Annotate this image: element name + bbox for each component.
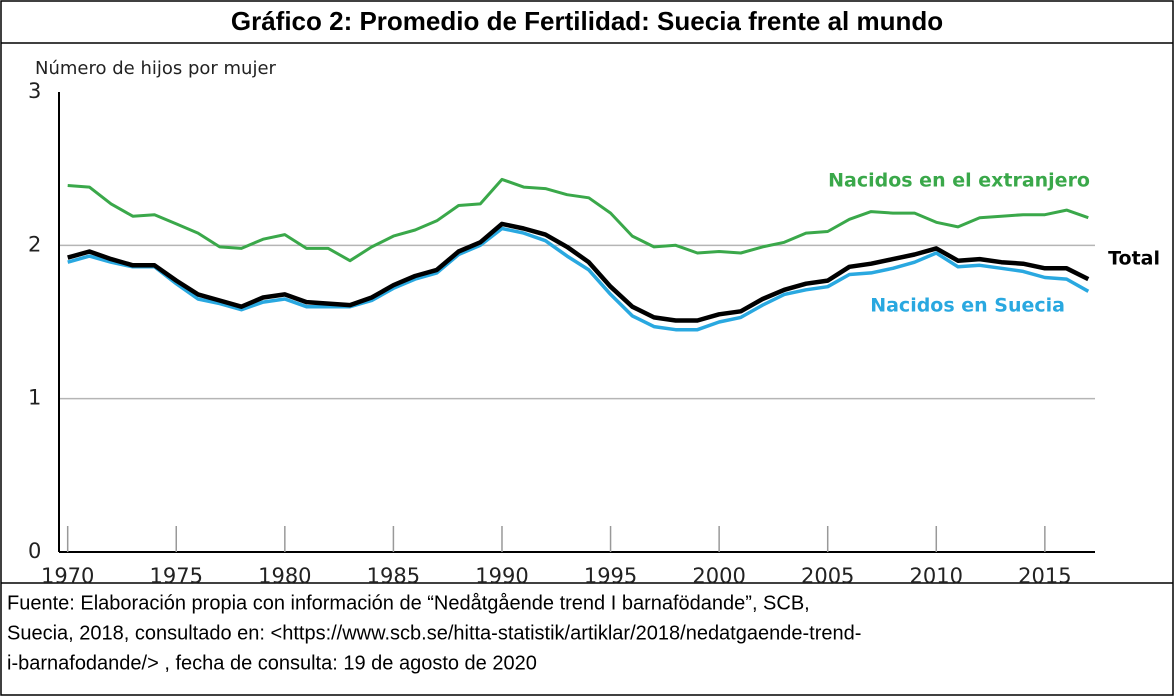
- series-line: [67, 177, 1089, 263]
- y-tick-label: 2: [28, 232, 41, 256]
- x-tick-label: 1995: [584, 564, 637, 588]
- source-note: Fuente: Elaboración propia con informaci…: [7, 592, 810, 614]
- x-tick-label: 1970: [41, 564, 94, 588]
- y-tick-label: 1: [28, 386, 41, 410]
- chart-title: Gráfico 2: Promedio de Fertilidad: Sueci…: [231, 6, 943, 36]
- y-tick-label: 3: [28, 79, 41, 103]
- x-tick-label: 2010: [910, 564, 963, 588]
- series-label: Total: [1108, 248, 1160, 270]
- series-line: [67, 221, 1090, 323]
- x-tick-label: 1990: [475, 564, 528, 588]
- series-label: Nacidos en el extranjero: [828, 170, 1090, 192]
- x-tick-label: 1980: [258, 564, 311, 588]
- x-tick-label: 1975: [150, 564, 203, 588]
- x-tick-label: 2005: [801, 564, 854, 588]
- series-line: [67, 226, 1090, 332]
- x-tick-label: 2000: [692, 564, 745, 588]
- series-label: Nacidos en Suecia: [870, 295, 1065, 317]
- source-note: Suecia, 2018, consultado en: <https://ww…: [7, 622, 861, 644]
- y-axis-label: Número de hijos por mujer: [35, 58, 277, 79]
- source-note: i-barnafodande/> , fecha de consulta: 19…: [7, 652, 537, 674]
- x-tick-label: 1985: [367, 564, 420, 588]
- y-tick-label: 0: [28, 539, 41, 563]
- x-tick-label: 2015: [1018, 564, 1071, 588]
